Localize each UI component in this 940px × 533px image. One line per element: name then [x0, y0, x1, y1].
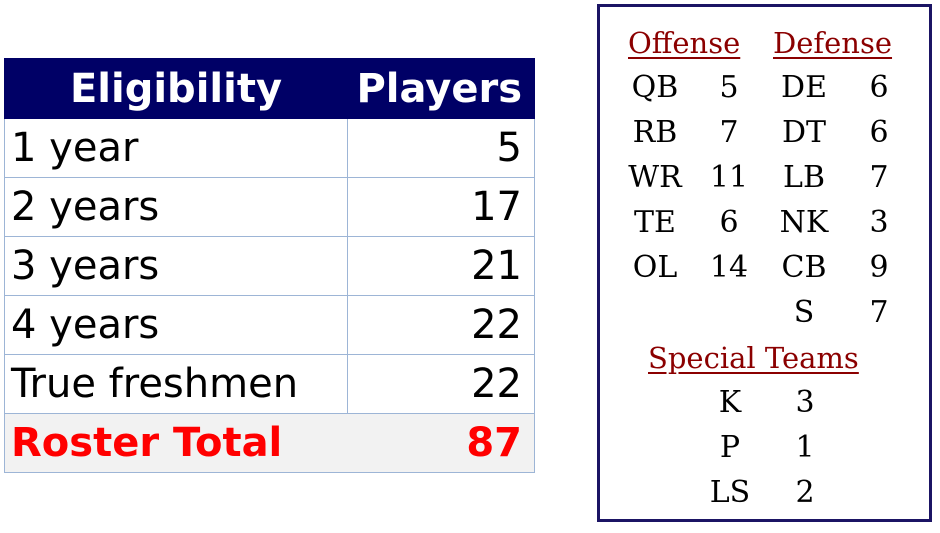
roster-total-value: 87 [347, 413, 535, 473]
defense-count: 3 [869, 205, 889, 240]
special-teams-count: 1 [795, 430, 815, 465]
defense-position: DE [781, 70, 827, 105]
players-count: 22 [347, 295, 535, 355]
special-teams-count: 3 [795, 385, 815, 420]
special-teams-count: 2 [795, 475, 815, 510]
eligibility-label: 3 years [4, 236, 348, 296]
eligibility-table: Eligibility Players 1 year 5 2 years 17 … [4, 58, 535, 473]
defense-count: 6 [869, 70, 889, 105]
defense-heading: Defense [773, 26, 893, 60]
defense-position: DT [781, 115, 827, 150]
defense-count: 6 [869, 115, 889, 150]
table-row: 3 years 21 [4, 236, 535, 296]
roster-total-row: Roster Total 87 [4, 413, 535, 473]
special-teams-position: P [719, 430, 741, 465]
defense-count: 7 [869, 160, 889, 195]
position-breakdown-box: Offense Defense QB 5 RB 7 WR 11 TE 6 OL … [597, 4, 932, 522]
table-row: True freshmen 22 [4, 354, 535, 414]
special-teams-position: LS [709, 475, 751, 510]
offense-count: 14 [709, 250, 749, 285]
offense-position: QB [631, 70, 679, 105]
offense-count: 11 [709, 160, 749, 195]
defense-position: LB [783, 160, 825, 195]
defense-position: S [793, 295, 815, 330]
offense-position: RB [632, 115, 678, 150]
table-row: 1 year 5 [4, 118, 535, 178]
eligibility-label: True freshmen [4, 354, 348, 414]
players-count: 22 [347, 354, 535, 414]
eligibility-header: Eligibility [4, 58, 348, 119]
offense-count: 5 [719, 70, 739, 105]
defense-count: 9 [869, 250, 889, 285]
defense-position: CB [781, 250, 827, 285]
eligibility-label: 2 years [4, 177, 348, 237]
table-row: 2 years 17 [4, 177, 535, 237]
special-teams-position: K [718, 385, 742, 420]
special-teams-heading: Special Teams [648, 341, 859, 375]
table-row: 4 years 22 [4, 295, 535, 355]
offense-position: WR [628, 160, 682, 195]
offense-position: OL [632, 250, 678, 285]
players-header: Players [347, 58, 535, 119]
roster-total-label: Roster Total [4, 413, 348, 473]
offense-heading: Offense [628, 26, 741, 60]
players-count: 5 [347, 118, 535, 178]
offense-count: 6 [719, 205, 739, 240]
table-header-row: Eligibility Players [4, 58, 535, 119]
players-count: 17 [347, 177, 535, 237]
offense-position: TE [634, 205, 676, 240]
offense-count: 7 [719, 115, 739, 150]
players-count: 21 [347, 236, 535, 296]
eligibility-label: 4 years [4, 295, 348, 355]
defense-count: 7 [869, 295, 889, 330]
defense-position: NK [779, 205, 829, 240]
eligibility-label: 1 year [4, 118, 348, 178]
